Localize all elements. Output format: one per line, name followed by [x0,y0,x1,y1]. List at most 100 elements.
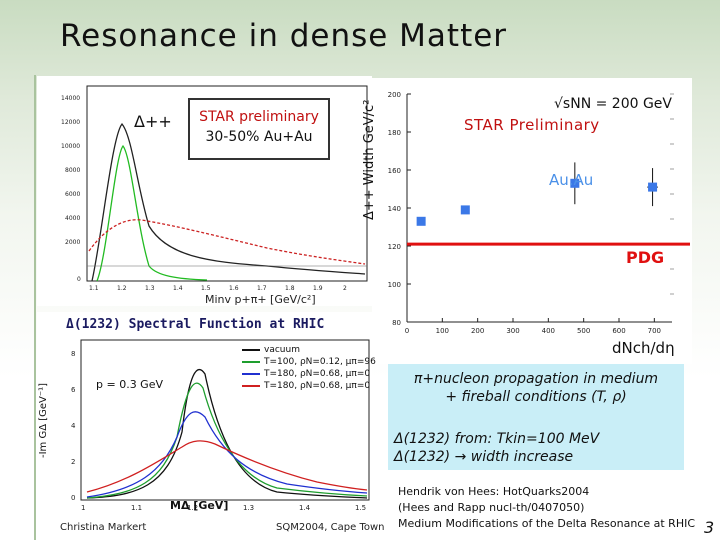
spectral-xtick: 1 [81,504,85,512]
mass-ytick: 12000 [61,119,80,126]
mass-xtick: 1.7 [257,285,267,292]
spectral-ytick: 4 [71,422,76,430]
star-preliminary-box: STAR preliminary 30-50% Au+Au [188,98,330,160]
mass-ytick: 10000 [61,143,80,150]
width-xtick-label: 300 [506,327,519,335]
mass-xtick: 1.3 [145,285,155,292]
auau-label: Au.Au [549,171,594,189]
delta-text: Δ(1232) from: Tkin=100 MeV Δ(1232) → wid… [394,430,599,466]
mass-xtick: 2 [343,285,347,292]
spectral-green-curve [86,382,368,499]
spectral-ytick: 8 [71,350,75,358]
legend-row-red: T=180, ρN=0.68, μπ=0 [242,380,376,392]
width-chart-svg: 200 180 160 140 120 100 80 0 100 200 300 400 500 600 7… [388,91,690,335]
mass-xtick: 1.9 [313,285,323,292]
sqrt-s-label: √sNN = 200 GeV [554,96,673,112]
spectral-vacuum-curve [86,369,368,499]
spectral-blue-curve [86,411,368,498]
page-number: 3 [704,518,715,537]
mass-xtick: 1.5 [201,285,211,292]
spectral-xlabel: MΔ [GeV] [170,499,229,512]
spectral-xtick: 1.2 [187,504,198,512]
reference-line-3: Medium Modifications of the Delta Resona… [398,517,696,530]
mass-ytick: 8000 [65,167,80,174]
spectral-ylabel: -Im GΔ [GeV⁻¹] [38,382,49,458]
mass-ytick: 4000 [65,215,80,222]
mass-ytick: 14000 [61,95,80,102]
mass-y-ticks: 14000 12000 10000 8000 6000 4000 2000 0 [61,95,81,283]
width-data-point [460,205,470,215]
info-line-2: + fireball conditions (T, ρ) [445,389,627,405]
width-ytick-label: 100 [388,281,401,289]
width-axes: 200 180 160 140 120 100 80 0 100 200 300 400 500 600 7… [388,91,674,335]
reference-text: Hendrik von Hees: HotQuarks2004 (Hees an… [398,484,695,532]
width-data-point [570,178,580,188]
legend-text: vacuum [264,345,300,355]
mass-x-ticks: 1.1 1.2 1.3 1.4 1.5 1.6 1.7 1.8 1.9 2 [89,285,347,292]
width-marks [407,162,690,246]
propagation-text: π+nucleon propagation in medium + fireba… [388,370,684,406]
width-ytick-label: 140 [388,205,401,213]
slide-title: Resonance in dense Matter [60,18,508,54]
invariant-mass-svg: 14000 12000 10000 8000 6000 4000 2000 0 … [61,85,368,292]
legend-text: T=180, ρN=0.68, μπ=0 [264,369,371,379]
width-xtick-label: 100 [436,327,449,335]
legend-row-blue: T=180, ρN=0.68, μπ=0 [242,368,376,380]
spectral-legend: vacuum T=100, ρN=0.12, μπ=96 T=180, ρN=0… [242,344,376,392]
star-preliminary-text: STAR preliminary [199,109,319,125]
width-data-point [648,182,658,192]
spectral-function-plot: 8 6 4 2 0 1 1.1 1.2 1.3 1.4 1.5 [37,312,372,517]
momentum-label: p = 0.3 GeV [96,378,163,391]
mass-xtick: 1.6 [229,285,239,292]
info-line-3: Δ(1232) from: Tkin=100 MeV [394,431,600,447]
reference-line-1: Hendrik von Hees: HotQuarks2004 [398,485,590,498]
footer-conference: SQM2004, Cape Town [276,522,385,533]
mass-xtick: 1.4 [173,285,183,292]
mass-xtick: 1.1 [89,285,99,292]
mass-ytick: 2000 [65,239,80,246]
width-xtick-label: 400 [542,327,555,335]
legend-row-vacuum: vacuum [242,344,376,356]
mass-fit-red [88,219,366,265]
spectral-ytick: 2 [71,458,75,466]
mass-fit-total [91,122,366,282]
width-ytick-label: 160 [388,167,401,175]
reference-line-2: (Hees and Rapp nucl-th/0407050) [398,501,585,514]
width-xtick-label: 0 [405,327,409,335]
width-ytick-label: 80 [392,319,401,327]
width-ytick-label: 200 [388,91,401,99]
spectral-xtick: 1.4 [299,504,311,512]
mass-xlabel: Minv p+π+ [GeV/c²] [203,293,318,306]
spectral-y-ticks: 8 6 4 2 0 [71,350,76,502]
legend-text: T=100, ρN=0.12, μπ=96 [264,357,376,367]
mass-fit-green [96,144,208,282]
width-ytick-label: 180 [388,129,401,137]
footer-author: Christina Markert [60,522,147,533]
spectral-svg: 8 6 4 2 0 1 1.1 1.2 1.3 1.4 1.5 [71,339,370,512]
delta-plusplus-label: Δ++ [134,112,172,131]
mass-ytick: 6000 [65,191,80,198]
spectral-xtick: 1.1 [131,504,142,512]
spectral-ytick: 6 [71,386,76,394]
width-xtick-label: 500 [577,327,590,335]
info-line-4: Δ(1232) → width increase [394,449,574,465]
spectral-xtick: 1.5 [355,504,366,512]
spectral-title: Δ(1232) Spectral Function at RHIC [66,317,325,332]
width-xtick-label: 200 [471,327,484,335]
spectral-ytick: 0 [71,494,75,502]
info-line-1: π+nucleon propagation in medium [413,371,659,387]
pdg-label: PDG [626,248,665,267]
width-xtick-label: 700 [648,327,661,335]
width-xlabel: dNch/dη [612,339,675,357]
legend-row-green: T=100, ρN=0.12, μπ=96 [242,356,376,368]
width-ytick-label: 120 [388,243,401,251]
spectral-x-ticks: 1 1.1 1.2 1.3 1.4 1.5 [81,504,366,512]
width-data-point [416,216,426,226]
star-preliminary-label: STAR Preliminary [464,116,600,134]
legend-text: T=180, ρN=0.68, μπ=0 [264,381,371,391]
width-xtick-label: 600 [612,327,625,335]
spectral-xtick: 1.3 [243,504,254,512]
spectral-red-curve [86,440,368,493]
propagation-info-box: π+nucleon propagation in medium + fireba… [388,364,684,470]
mass-ytick: 0 [77,276,81,283]
